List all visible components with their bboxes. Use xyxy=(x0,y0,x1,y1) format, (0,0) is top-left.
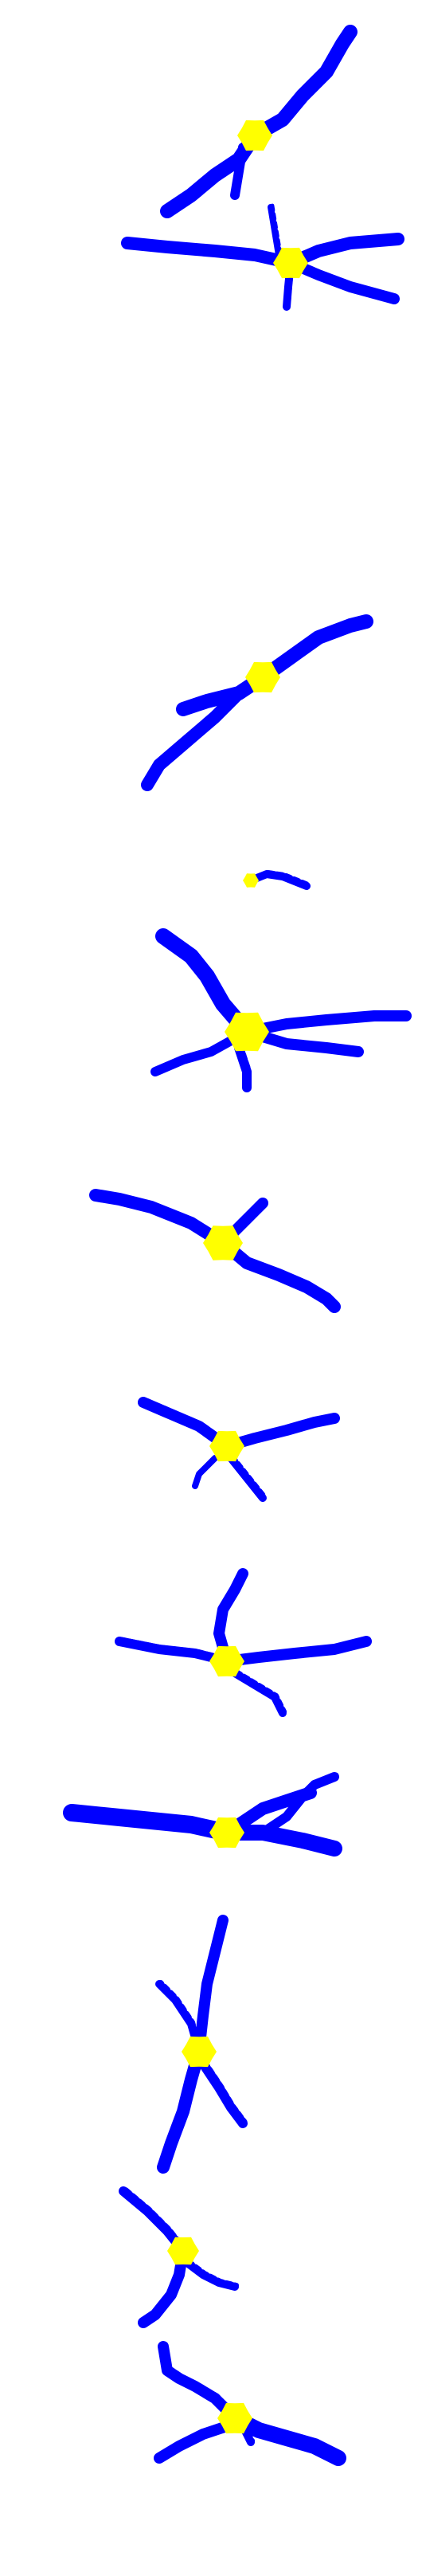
blob-specimen-6 xyxy=(88,1179,350,1315)
blob-figure xyxy=(154,2341,346,2466)
yellow-core xyxy=(209,1817,244,1849)
blue-arm-edge-1 xyxy=(160,930,253,1035)
blue-arm-edge-1 xyxy=(141,1397,232,1449)
blob-specimen-7 xyxy=(131,1378,346,1514)
blue-arm-edge-3 xyxy=(288,257,400,301)
blob-figure xyxy=(119,2186,239,2328)
blob-specimen-2 xyxy=(119,199,414,319)
yellow-core xyxy=(203,1225,243,1261)
blue-arm-edge-2 xyxy=(288,233,404,265)
blue-arm-edge-1 xyxy=(125,237,296,265)
blob-specimen-9 xyxy=(60,1769,354,1880)
blue-arm-edge-4 xyxy=(194,1454,219,1487)
blob-specimen-4 xyxy=(231,861,311,900)
blue-arm-edge-4 xyxy=(261,1772,339,1834)
yellow-core xyxy=(273,247,308,279)
blue-arm-1 xyxy=(89,1189,229,1249)
blue-arm-edge-5 xyxy=(270,203,283,256)
blue-arm-edge-3 xyxy=(161,2046,205,2170)
blue-arm-edge-3 xyxy=(233,143,248,197)
blue-arm-edge-2 xyxy=(158,1980,203,2053)
blue-arm-edge-1 xyxy=(68,1806,234,1837)
blue-arm-edge-3 xyxy=(186,2259,239,2288)
blob-figure xyxy=(89,1189,341,1313)
blob-figure xyxy=(141,614,373,791)
blob-specimen-11 xyxy=(111,2183,247,2335)
blob-figure xyxy=(150,928,412,1092)
blue-arm-edge-2 xyxy=(232,2412,345,2461)
blue-arm-edge-1 xyxy=(217,1568,248,1664)
blue-arm-edge-1 xyxy=(93,1190,229,1245)
yellow-core xyxy=(209,1645,244,1677)
blob-specimen-5 xyxy=(143,924,414,1100)
blue-arm-edge-2 xyxy=(118,1637,232,1663)
yellow-core xyxy=(237,120,272,151)
yellow-core xyxy=(217,2402,252,2434)
blue-arm-edge-1 xyxy=(197,1915,229,2054)
blue-arm-edge-3 xyxy=(230,1454,267,1499)
blue-arm-edge-3 xyxy=(157,2421,232,2460)
yellow-core xyxy=(182,2036,217,2068)
blue-arm-edge-2 xyxy=(224,1826,341,1852)
blob-specimen-3 xyxy=(141,606,374,797)
blue-arm-edge-1 xyxy=(260,615,373,680)
blue-arm-edge-3 xyxy=(244,1026,364,1054)
blue-arm-edge-3 xyxy=(145,688,244,787)
blob-specimen-10 xyxy=(143,1912,271,2175)
blob-figure xyxy=(63,1772,342,1857)
yellow-core xyxy=(245,661,280,693)
blue-arm-edge-2 xyxy=(244,1010,412,1034)
blob-specimen-8 xyxy=(111,1554,374,1721)
yellow-core xyxy=(209,1430,244,1462)
blue-arm-edge-2 xyxy=(141,2245,189,2325)
blue-arm-edge-3 xyxy=(221,1237,340,1309)
blob-figure xyxy=(115,1568,372,1717)
blob-specimen-1 xyxy=(151,24,374,231)
blue-arm-1 xyxy=(248,25,358,143)
blue-arm-edge-5 xyxy=(237,1043,252,1089)
blob-figure xyxy=(243,870,311,890)
blob-figure xyxy=(138,1397,340,1502)
yellow-core xyxy=(225,1012,269,1052)
blob-figure xyxy=(121,203,404,311)
blue-arm-edge-4 xyxy=(234,1669,287,1714)
blue-arm-edge-1 xyxy=(250,870,311,887)
blob-specimen-12 xyxy=(143,2335,350,2478)
blue-arm-edge-4 xyxy=(201,2059,248,2125)
yellow-core xyxy=(167,2237,199,2265)
blue-arm-edge-3 xyxy=(225,1636,372,1664)
blob-figure xyxy=(155,1915,248,2174)
blue-arm-edge-1 xyxy=(161,2341,240,2421)
blob-figure xyxy=(160,25,358,218)
blue-arm-edge-1 xyxy=(252,25,357,139)
blue-arm-edge-2 xyxy=(225,1413,340,1449)
yellow-core xyxy=(243,873,259,888)
